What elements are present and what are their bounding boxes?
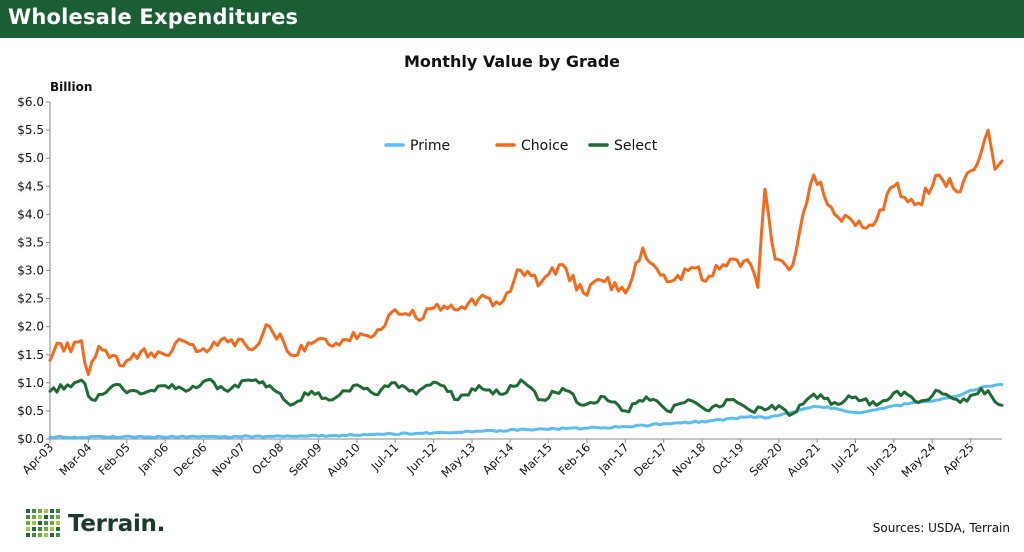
logo-dot	[56, 533, 60, 537]
x-tick-label: Aug-10	[324, 440, 363, 479]
logo-dot	[32, 515, 36, 519]
logo-dot	[38, 527, 42, 531]
x-tick-label: Aug-21	[784, 440, 823, 479]
legend: Prime Choice Select	[384, 138, 658, 154]
x-tick-label: May-24	[899, 440, 939, 480]
y-tick-label: $2.0	[17, 320, 44, 334]
series-line-select	[48, 377, 1004, 417]
x-tick-label: Apr-25	[940, 440, 977, 477]
logo-dot	[56, 527, 60, 531]
logo-dot	[50, 509, 54, 513]
x-tick-label: Nov-18	[669, 440, 708, 479]
series-lines	[48, 128, 1004, 440]
logo-dot	[44, 533, 48, 537]
logo-dot	[56, 509, 60, 513]
x-tick-label: Jun-23	[863, 440, 900, 477]
x-tick-label: Sep-09	[286, 440, 325, 479]
page-title: Wholesale Expenditures	[8, 5, 299, 29]
x-tick-label: Feb-16	[556, 440, 594, 478]
series-line-prime	[48, 383, 1004, 440]
logo-dot	[38, 509, 42, 513]
x-tick-label: Jan-06	[135, 440, 171, 476]
logo-dot	[44, 515, 48, 519]
y-tick-label: $6.0	[17, 95, 44, 109]
logo-dot	[32, 527, 36, 531]
y-axis-unit-label: Billion	[50, 80, 93, 94]
x-tick-label: Jun-12	[403, 440, 440, 477]
y-tick-label: $1.0	[17, 376, 44, 390]
y-tick-label: $4.0	[17, 207, 44, 221]
y-tick-label: $5.5	[17, 123, 44, 137]
grid-logo-icon	[26, 509, 60, 537]
legend-label-select: Select	[614, 138, 658, 154]
axes: $0.0 $0.5 $1.0 $1.5 $2.0 $2.5 $3.0 $3.5 $4.0 $4.5…	[17, 95, 1002, 480]
logo-dot	[50, 515, 54, 519]
x-tick-label: Mar-04	[56, 440, 94, 478]
logo-dot	[38, 521, 42, 525]
logo-dot	[32, 521, 36, 525]
source-note: Sources: USDA, Terrain	[872, 521, 1010, 535]
logo-dot	[26, 527, 30, 531]
logo-dot	[26, 509, 30, 513]
y-tick-label: $0.0	[17, 432, 44, 446]
logo-dot	[38, 533, 42, 537]
logo-dot	[44, 521, 48, 525]
logo-text: Terrain.	[68, 511, 166, 537]
x-tick-label: Mar-15	[517, 440, 555, 478]
chart-title: Monthly Value by Grade	[403, 52, 620, 71]
x-tick-label: Apr-14	[480, 440, 517, 477]
series-line-choice	[48, 128, 1004, 376]
y-tick-label: $3.5	[17, 235, 44, 249]
logo-dot	[38, 515, 42, 519]
logo-dot	[26, 521, 30, 525]
logo-dot	[26, 533, 30, 537]
x-tick-label: Sep-20	[746, 440, 785, 479]
x-tick-label: Dec-17	[631, 440, 670, 479]
logo-dot	[32, 533, 36, 537]
legend-label-prime: Prime	[410, 138, 450, 154]
logo-dot	[50, 533, 54, 537]
logo-dot	[56, 515, 60, 519]
logo-dot	[56, 521, 60, 525]
logo-dot	[26, 515, 30, 519]
logo-dot	[32, 509, 36, 513]
x-tick-label: May-13	[438, 440, 478, 480]
x-tick-label: Oct-19	[709, 440, 746, 477]
logo-dot	[44, 509, 48, 513]
terrain-logo: Terrain.	[26, 508, 165, 540]
x-tick-label: Dec-06	[171, 440, 210, 479]
x-tick-label: Jul-22	[828, 440, 862, 474]
x-tick-label: Feb-05	[95, 440, 133, 478]
y-tick-label: $4.5	[17, 179, 44, 193]
legend-label-choice: Choice	[521, 138, 568, 154]
x-tick-label: Jul-11	[368, 440, 402, 474]
header-bar: Wholesale Expenditures	[0, 0, 1024, 38]
x-tick-label: Oct-08	[249, 440, 286, 477]
logo-dot	[44, 527, 48, 531]
y-tick-label: $0.5	[17, 404, 44, 418]
y-tick-label: $1.5	[17, 348, 44, 362]
logo-dot	[50, 527, 54, 531]
y-tick-label: $3.0	[17, 264, 44, 278]
x-tick-label: Jan-17	[595, 440, 631, 476]
y-tick-label: $2.5	[17, 292, 44, 306]
logo-dot	[50, 521, 54, 525]
y-tick-label: $5.0	[17, 151, 44, 165]
x-tick-label: Nov-07	[209, 440, 248, 479]
